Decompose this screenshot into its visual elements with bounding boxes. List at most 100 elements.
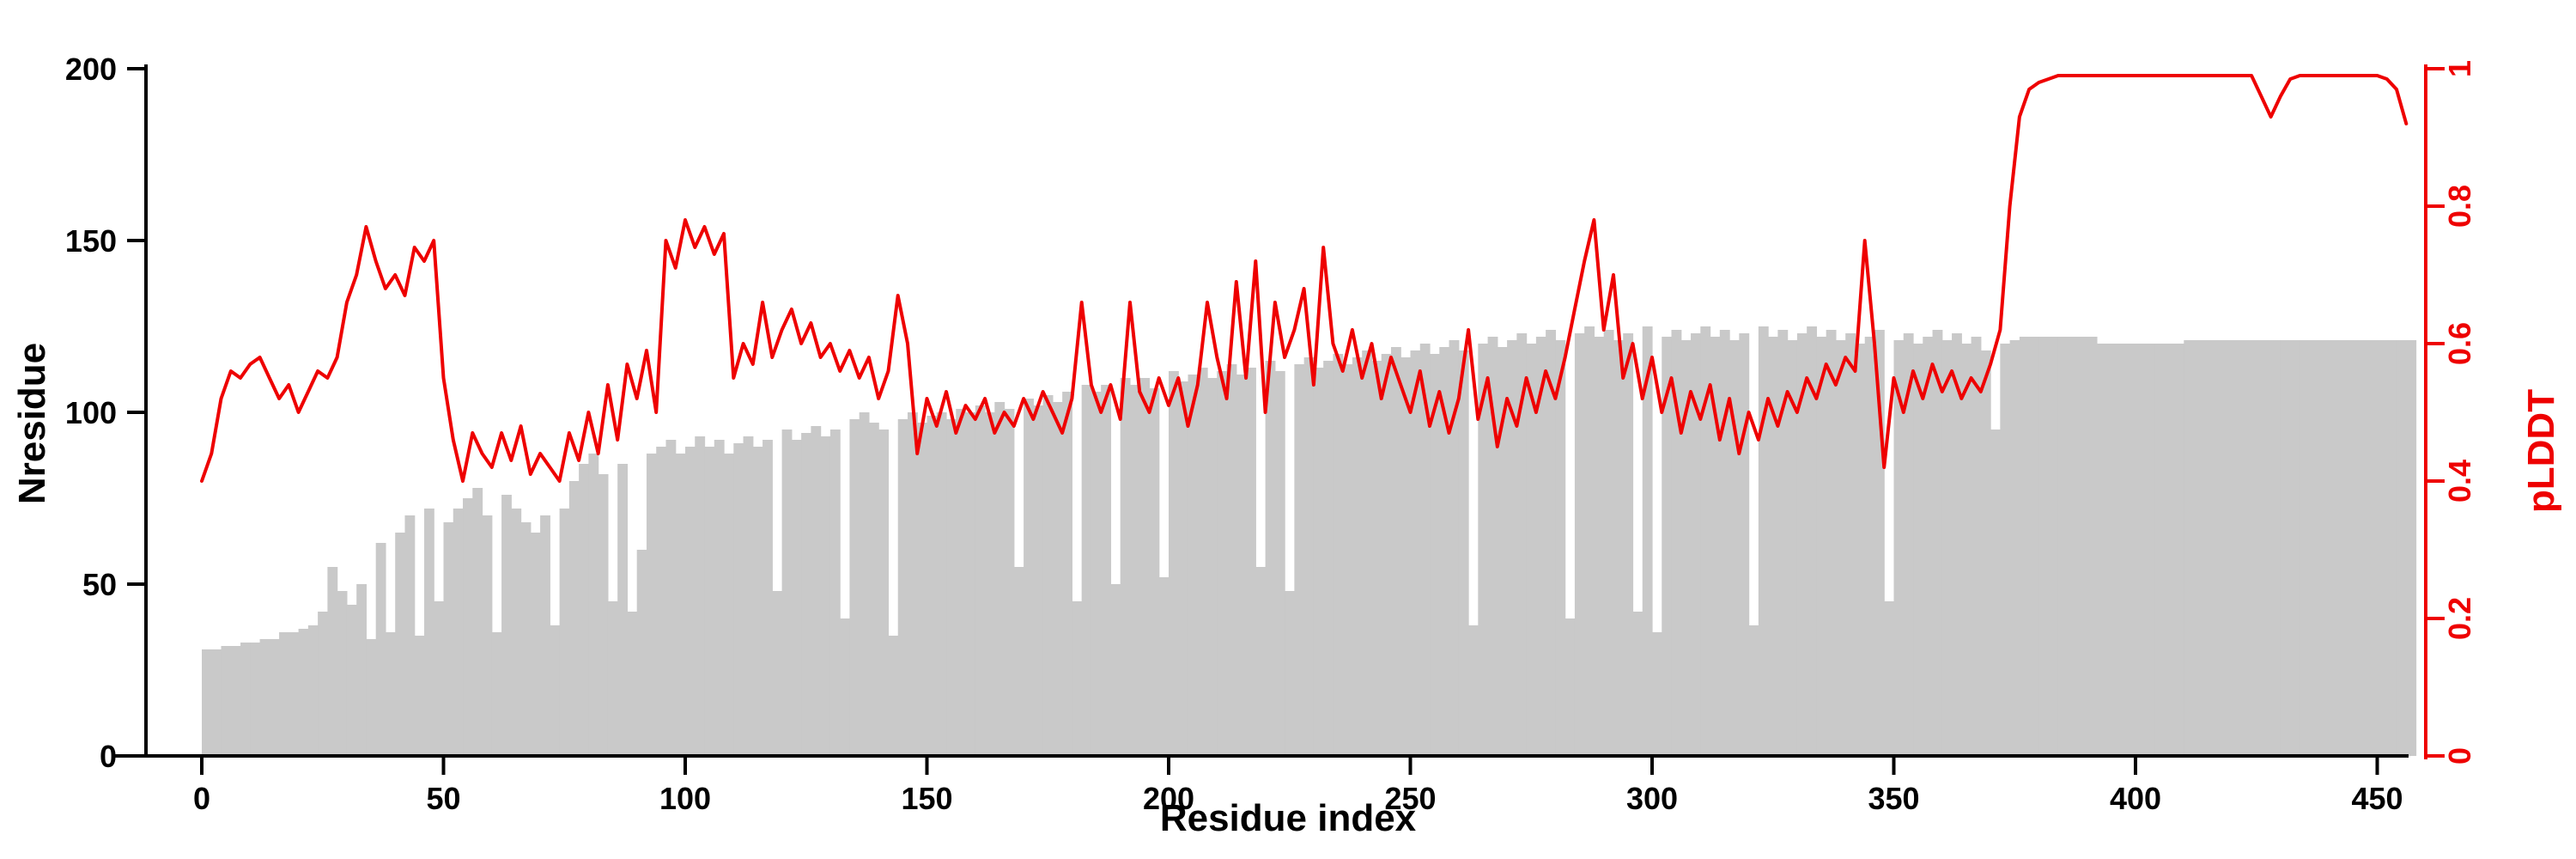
- nresidue-bar: [2251, 340, 2262, 756]
- nresidue-bar: [2068, 337, 2079, 756]
- nresidue-bar: [1507, 340, 1517, 756]
- nresidue-bar: [1680, 340, 1692, 756]
- nresidue-bar: [501, 495, 512, 756]
- left-tick-label: 50: [82, 567, 117, 602]
- nresidue-bar: [550, 625, 561, 756]
- nresidue-bar: [211, 649, 222, 756]
- nresidue-bar: [636, 550, 647, 756]
- nresidue-bar: [1458, 350, 1469, 756]
- left-axis-title: Nresidue: [11, 342, 53, 505]
- left-tick-label: 100: [65, 395, 117, 430]
- nresidue-bar: [1584, 326, 1595, 756]
- nresidue-bar: [1497, 347, 1508, 756]
- nresidue-bar: [1952, 333, 1962, 756]
- nresidue-bar: [579, 464, 589, 756]
- nresidue-bar: [607, 601, 618, 756]
- nresidue-bar: [878, 430, 890, 756]
- nresidue-bar: [1632, 612, 1643, 756]
- nresidue-bar: [1932, 330, 1943, 756]
- nresidue-bar: [1217, 371, 1228, 756]
- nresidue-bar: [820, 436, 831, 756]
- nresidue-bar: [2184, 340, 2195, 756]
- nresidue-bar: [2329, 340, 2340, 756]
- nresidue-bar: [1816, 337, 1827, 756]
- nresidue-bar: [1419, 344, 1431, 756]
- nresidue-bar: [202, 649, 212, 756]
- nresidue-bar: [2222, 340, 2233, 756]
- nresidue-bar: [1352, 357, 1363, 756]
- nresidue-bar: [385, 632, 396, 756]
- nresidue-bar: [1274, 371, 1285, 756]
- nresidue-bar: [1487, 337, 1498, 756]
- nresidue-bar: [1884, 601, 1895, 756]
- nresidue-bar: [375, 543, 386, 756]
- nresidue-bar: [1091, 392, 1102, 756]
- nresidue-bar: [829, 430, 841, 756]
- nresidue-bar: [2009, 340, 2020, 756]
- nresidue-bar: [752, 447, 763, 756]
- nresidue-bar: [1893, 340, 1905, 756]
- nresidue-bar: [2318, 340, 2330, 756]
- nresidue-bar: [1526, 344, 1537, 756]
- x-tick-label: 50: [426, 781, 460, 816]
- nresidue-bar: [2300, 340, 2311, 756]
- nresidue-bar: [1758, 326, 1769, 756]
- nresidue-bar: [259, 639, 270, 756]
- nresidue-bar: [801, 433, 811, 756]
- nresidue-bar: [2096, 344, 2107, 756]
- nresidue-bar: [917, 423, 928, 756]
- nresidue-bar: [1120, 378, 1131, 756]
- nresidue-bar: [404, 515, 416, 756]
- nresidue-bar: [307, 625, 319, 756]
- nresidue-bar: [2145, 344, 2156, 756]
- nresidue-bar: [1652, 632, 1662, 756]
- right-tick-label: 0: [2442, 747, 2477, 765]
- nresidue-bar: [1864, 337, 1875, 756]
- nresidue-bar: [540, 515, 550, 756]
- nresidue-bar: [356, 584, 368, 756]
- left-tick-label: 0: [100, 739, 117, 774]
- nresidue-bar: [1169, 371, 1179, 756]
- nresidue-bar: [1042, 395, 1054, 756]
- nresidue-bar: [907, 412, 918, 756]
- left-tick-label: 150: [65, 223, 117, 259]
- nresidue-bar: [1700, 326, 1711, 756]
- nresidue-bar: [1110, 584, 1121, 756]
- nresidue-bar: [2087, 337, 2098, 756]
- nresidue-bar: [1941, 340, 1953, 756]
- nresidue-bar: [685, 447, 696, 756]
- nresidue-bar: [221, 646, 232, 756]
- nresidue-bar: [1729, 340, 1740, 756]
- nresidue-bar: [1101, 385, 1112, 756]
- nresidue-bar: [434, 601, 445, 756]
- nresidue-bar: [318, 612, 328, 756]
- nresidue-bar: [617, 464, 629, 756]
- nresidue-bar: [714, 440, 725, 756]
- nresidue-bar: [1390, 347, 1401, 756]
- nresidue-bar: [559, 509, 570, 756]
- nresidue-bar: [2106, 344, 2117, 756]
- nresidue-bar: [1303, 357, 1315, 756]
- nresidue-bar: [1748, 625, 1759, 756]
- nresidue-bar: [888, 636, 899, 756]
- right-tick-label: 0.4: [2442, 460, 2477, 503]
- nresidue-bar: [627, 612, 638, 756]
- nresidue-bar: [868, 423, 879, 756]
- nresidue-bar: [762, 440, 773, 756]
- nresidue-bar: [1796, 333, 1807, 756]
- nresidue-bar: [230, 646, 241, 756]
- nresidue-bar: [811, 426, 822, 756]
- nresidue-bar: [1062, 392, 1072, 756]
- nresidue-bar: [1564, 618, 1576, 756]
- right-tick-label: 0.2: [2442, 597, 2477, 640]
- x-tick-label: 150: [901, 781, 952, 816]
- nresidue-bar: [1342, 364, 1353, 756]
- nresidue-bar: [491, 632, 502, 756]
- nresidue-bar: [1835, 340, 1846, 756]
- nresidue-bar: [2406, 340, 2417, 756]
- nresidue-bar: [2000, 344, 2011, 756]
- nresidue-bar: [1990, 430, 2001, 756]
- nresidue-bar: [1613, 340, 1624, 756]
- nresidue-bar: [1546, 330, 1556, 756]
